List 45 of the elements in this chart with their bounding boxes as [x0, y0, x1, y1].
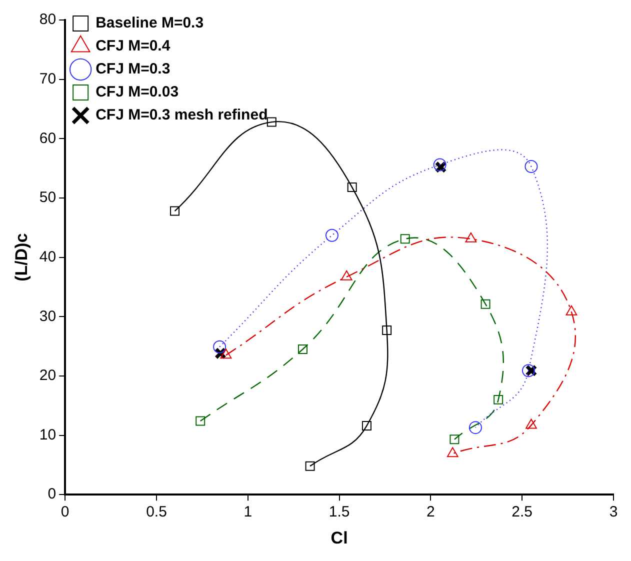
point	[450, 434, 460, 444]
x-tick-label: 1	[244, 504, 252, 521]
x-axis-title: Cl	[330, 528, 348, 548]
point	[468, 421, 482, 434]
y-tick-label: 60	[39, 130, 56, 147]
y-tick-label: 40	[39, 248, 56, 266]
legend-label: CFJ M=0.4	[96, 38, 171, 55]
legend-label: CFJ M=0.3 mesh refined	[96, 106, 268, 124]
point	[525, 364, 538, 377]
point	[480, 299, 490, 309]
y-tick-label: 70	[39, 70, 56, 88]
x-tick-label: 2.5	[512, 504, 533, 521]
x-tick-label: 3	[609, 504, 618, 521]
x-tick-label: 0	[60, 504, 70, 521]
y-tick-label: 50	[39, 189, 56, 206]
y-tick-label: 0	[48, 486, 56, 503]
point	[465, 232, 477, 242]
legend-label: CFJ M=0.3	[96, 60, 170, 78]
point	[325, 228, 338, 242]
point	[213, 340, 226, 354]
y-axis-title: (L/D)c	[12, 233, 31, 282]
point	[526, 418, 537, 429]
legend-label: Baseline M=0.3	[96, 14, 204, 32]
point	[305, 461, 315, 471]
point	[566, 305, 578, 316]
point	[170, 206, 180, 216]
point	[494, 394, 504, 404]
point	[522, 364, 535, 378]
y-tick-label: 20	[39, 367, 56, 384]
point	[446, 447, 458, 458]
point	[433, 158, 446, 172]
point	[400, 234, 410, 244]
y-tick-label: 10	[39, 426, 56, 444]
y-tick-label: 80	[39, 11, 56, 28]
x-tick-label: 2	[426, 504, 435, 521]
x-tick-label: 0.5	[146, 504, 167, 521]
point	[220, 348, 232, 359]
x-tick-label: 1.5	[328, 504, 350, 521]
point	[340, 270, 352, 280]
point	[298, 344, 308, 354]
point	[196, 416, 206, 426]
point	[266, 117, 276, 127]
legend-label: CFJ M=0.03	[96, 84, 179, 101]
y-tick-label: 30	[39, 308, 56, 325]
point	[524, 160, 538, 174]
